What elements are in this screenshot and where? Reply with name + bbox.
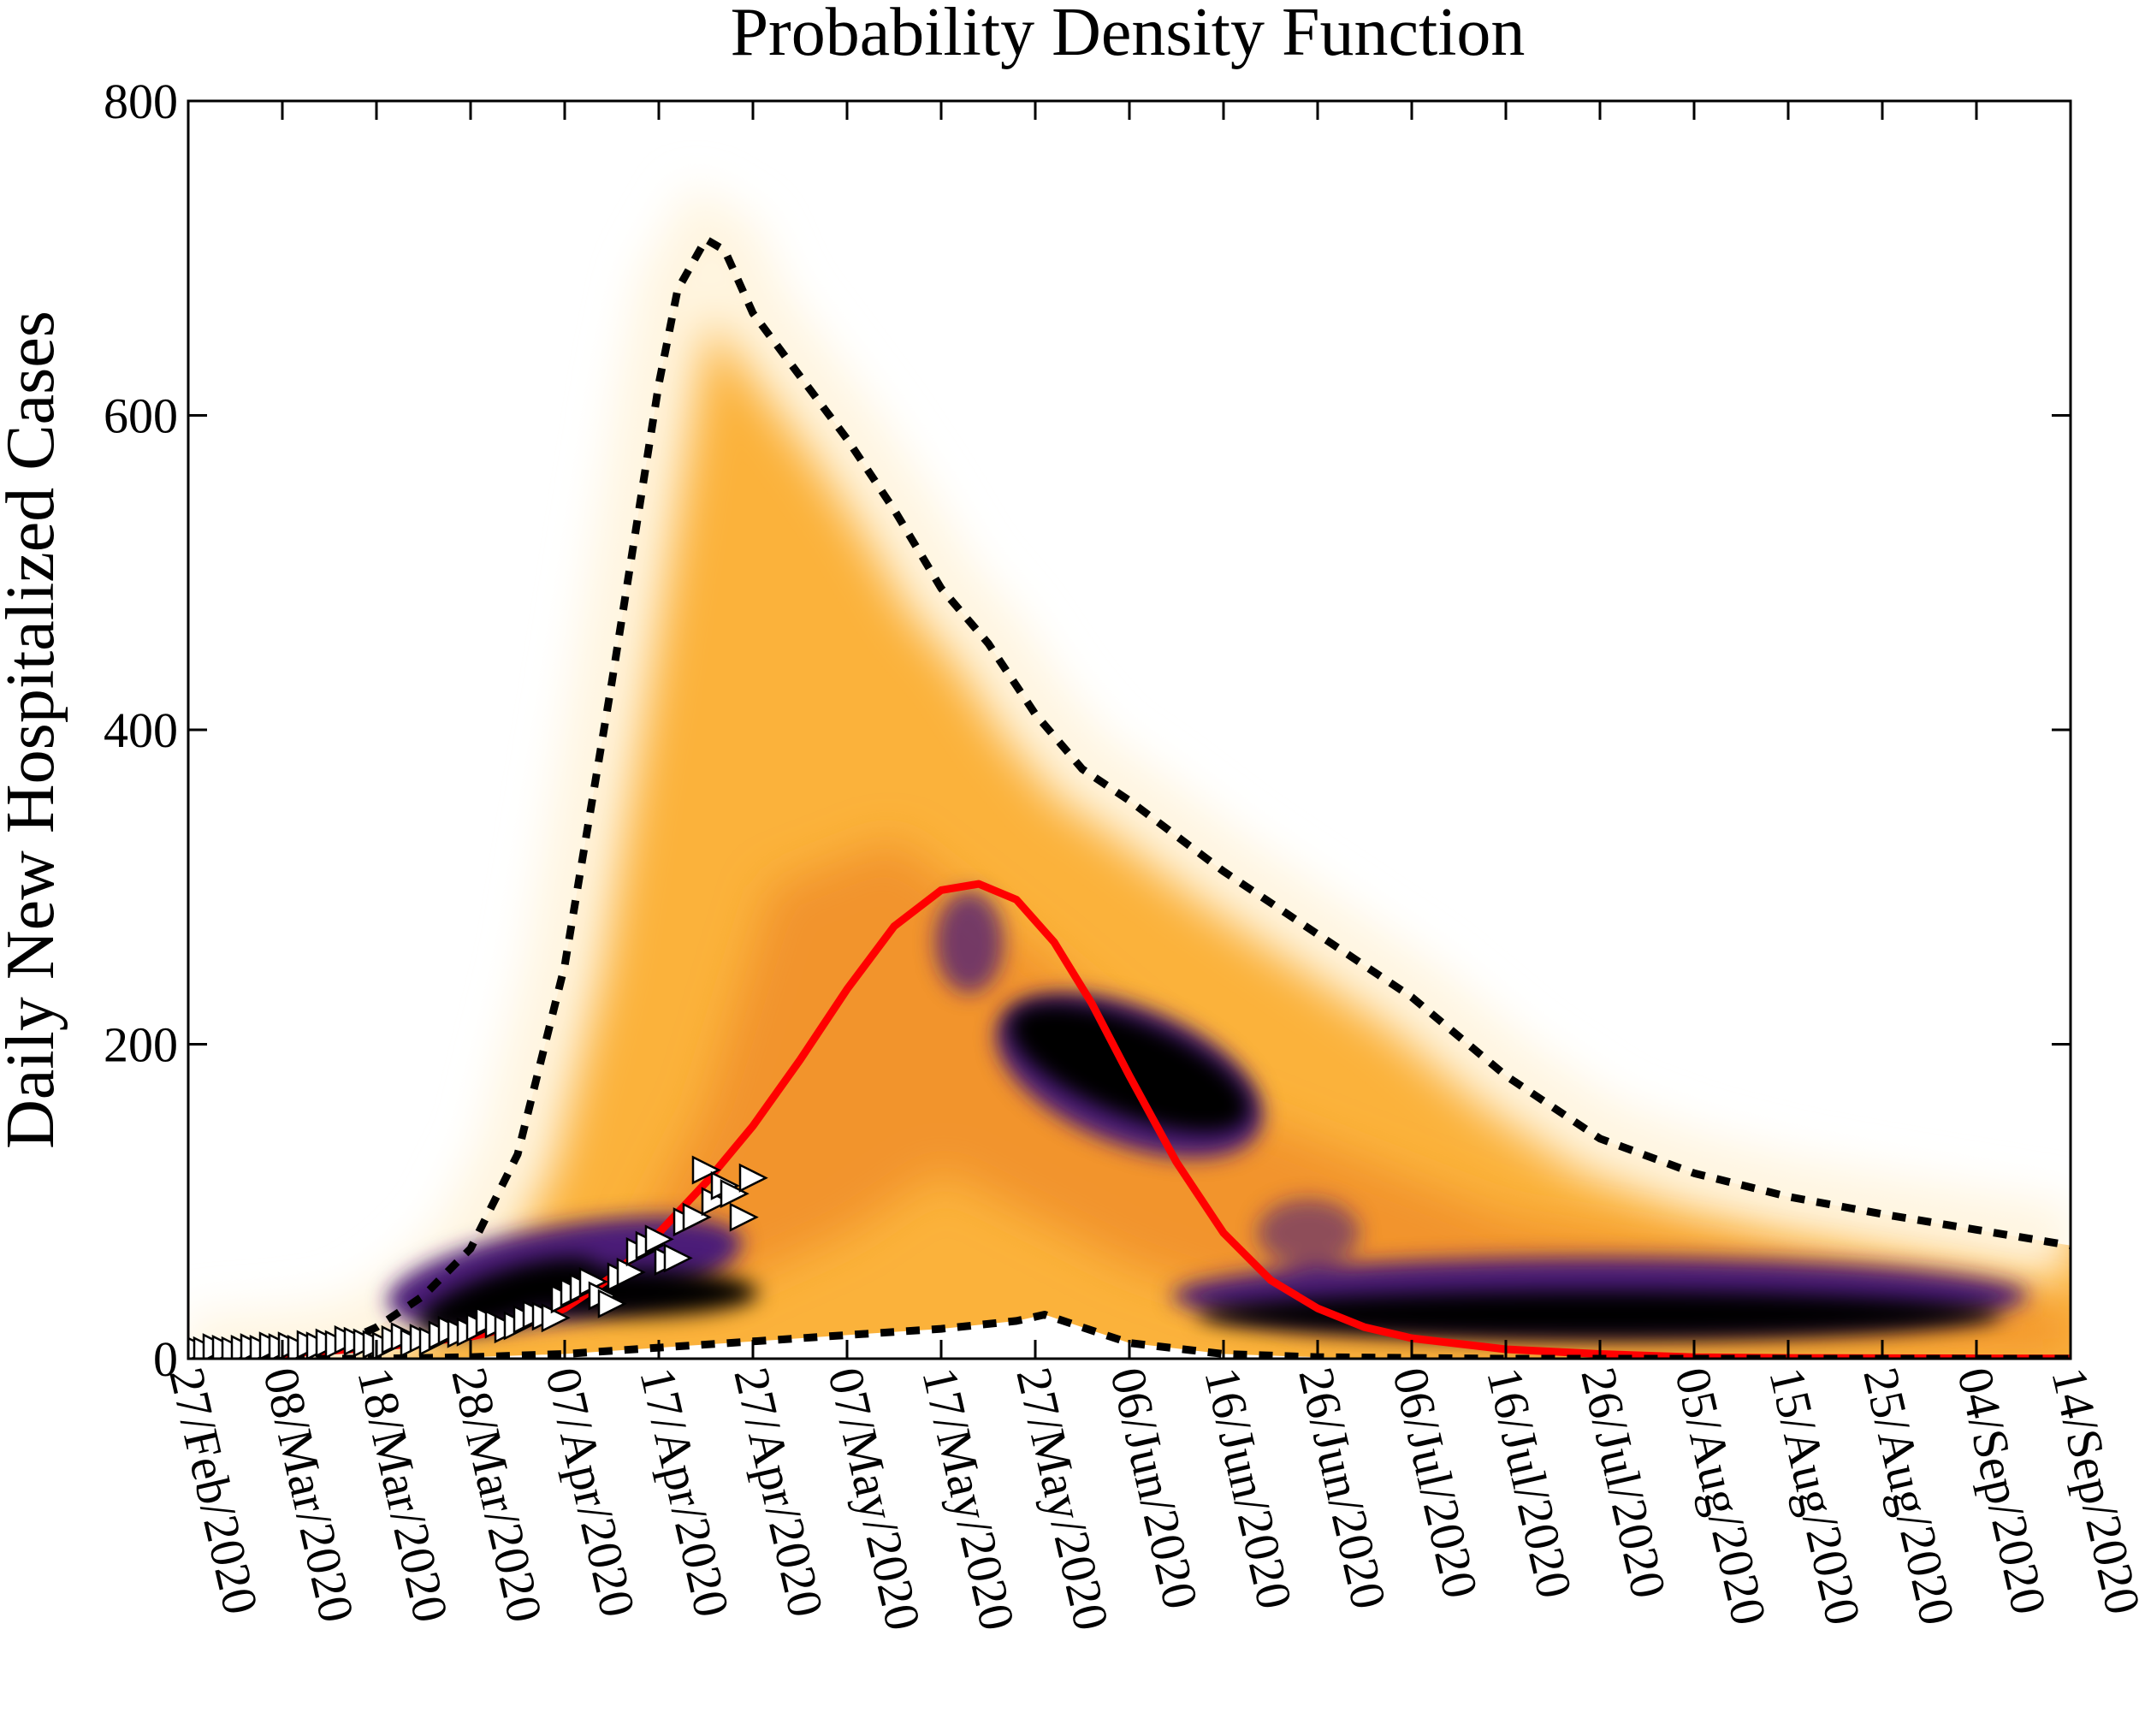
x-tick-label: 06/Jul/2020 bbox=[1382, 1362, 1489, 1603]
x-tick-label: 05/Aug/2020 bbox=[1664, 1362, 1777, 1630]
series-line-lower-bound bbox=[188, 1311, 2071, 1359]
x-tick-label: 14/Sep/2020 bbox=[2041, 1362, 2139, 1619]
probability-density-area bbox=[188, 186, 2071, 1359]
x-tick-label: 26/Jun/2020 bbox=[1288, 1362, 1397, 1614]
x-tick-label: 15/Aug/2020 bbox=[1758, 1362, 1871, 1630]
x-tick-label: 07/Apr/2020 bbox=[535, 1362, 646, 1621]
series-line-upper-bound bbox=[188, 235, 2071, 1359]
x-tick-label: 16/Jul/2020 bbox=[1476, 1362, 1583, 1603]
observed-point bbox=[738, 1163, 768, 1193]
x-tick-label: 08/Mar/2020 bbox=[252, 1362, 364, 1627]
y-tick-label: 400 bbox=[104, 702, 178, 758]
observed-point bbox=[644, 1224, 674, 1254]
observed-point bbox=[663, 1243, 693, 1273]
chart-title: Probability Density Function bbox=[731, 0, 1526, 70]
x-tick-label: 27/Apr/2020 bbox=[723, 1362, 834, 1621]
y-tick-label: 0 bbox=[153, 1331, 178, 1387]
observed-point bbox=[729, 1202, 759, 1232]
x-tick-label: 28/Mar/2020 bbox=[441, 1362, 553, 1627]
y-tick-label: 800 bbox=[104, 74, 178, 129]
y-axis: 0 200 400 600 800 bbox=[104, 74, 2071, 1387]
x-tick-label: 17/Apr/2020 bbox=[629, 1362, 740, 1621]
observed-point bbox=[597, 1289, 627, 1318]
series-line-median-forecast bbox=[188, 880, 2071, 1359]
observed-point bbox=[541, 1303, 571, 1333]
x-tick-label: 07/May/2020 bbox=[817, 1362, 932, 1635]
observed-markers bbox=[188, 1155, 768, 1359]
x-tick-label: 04/Sep/2020 bbox=[1946, 1362, 2057, 1619]
x-tick-label: 18/Mar/2020 bbox=[347, 1362, 459, 1627]
x-tick-label: 27/Feb/2020 bbox=[158, 1362, 269, 1619]
x-tick-label: 25/Aug/2020 bbox=[1852, 1362, 1965, 1630]
observed-point bbox=[616, 1257, 646, 1287]
observed-point bbox=[691, 1155, 721, 1185]
y-tick-label: 600 bbox=[104, 388, 178, 444]
x-tick-label: 26/Jul/2020 bbox=[1570, 1362, 1677, 1603]
observed-point bbox=[720, 1179, 750, 1209]
observed-point bbox=[682, 1202, 712, 1232]
x-tick-label: 27/May/2020 bbox=[1005, 1362, 1120, 1635]
y-tick-label: 200 bbox=[104, 1017, 178, 1073]
series-lines bbox=[188, 235, 2071, 1359]
x-tick-label: 16/Jun/2020 bbox=[1194, 1362, 1303, 1614]
x-tick-label: 06/Jun/2020 bbox=[1099, 1362, 1209, 1614]
y-axis-label: Daily New Hospitalized Cases bbox=[0, 311, 68, 1149]
x-tick-label: 17/May/2020 bbox=[911, 1362, 1026, 1635]
